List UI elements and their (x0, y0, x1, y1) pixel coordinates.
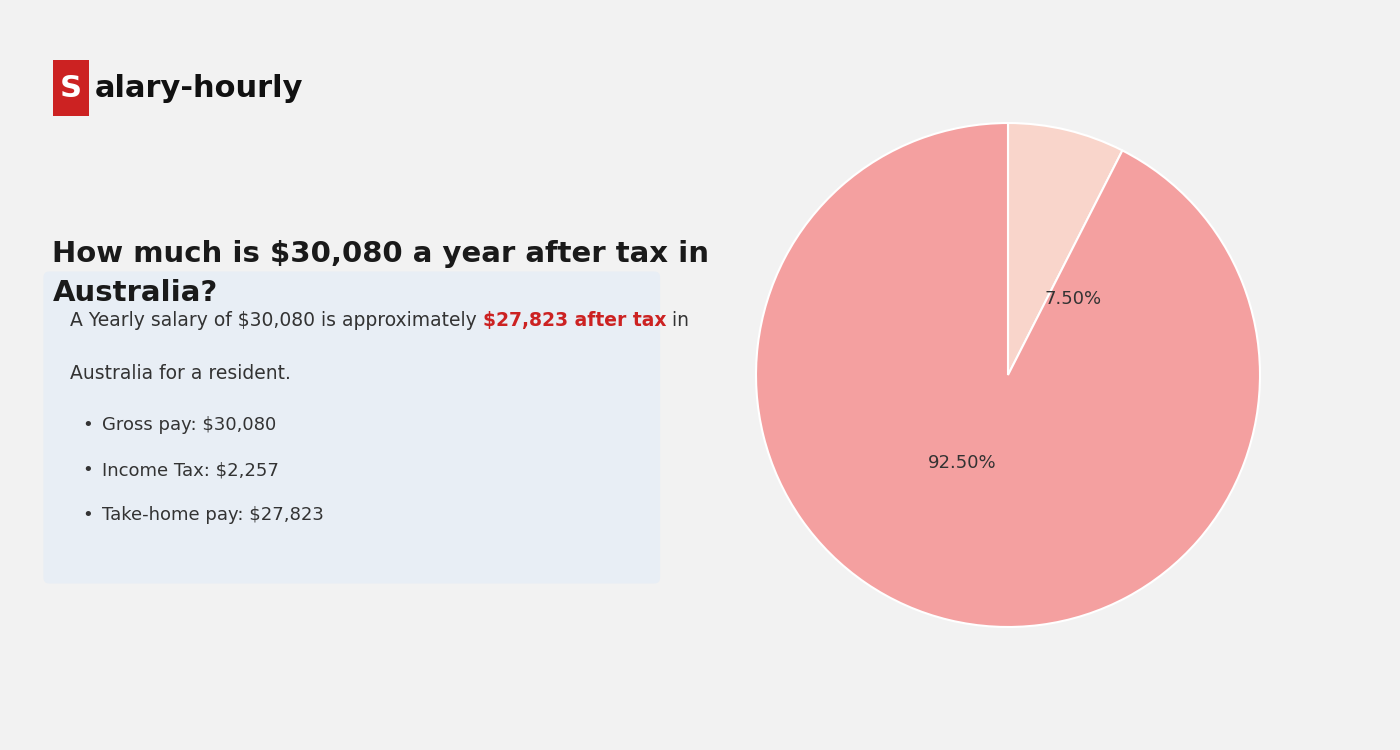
Text: S: S (60, 74, 81, 103)
Text: alary-hourly: alary-hourly (95, 74, 302, 103)
Text: Gross pay: $30,080: Gross pay: $30,080 (101, 416, 276, 434)
FancyBboxPatch shape (43, 272, 661, 584)
Text: A Yearly salary of $30,080 is approximately: A Yearly salary of $30,080 is approximat… (70, 311, 483, 330)
Text: 92.50%: 92.50% (928, 454, 997, 472)
Text: 7.50%: 7.50% (1044, 290, 1102, 308)
Text: •: • (83, 416, 92, 434)
Text: $27,823 after tax: $27,823 after tax (483, 311, 666, 330)
Wedge shape (756, 123, 1260, 627)
Text: •: • (83, 506, 92, 524)
Text: in: in (666, 311, 689, 330)
Text: Take-home pay: $27,823: Take-home pay: $27,823 (101, 506, 323, 524)
Text: Income Tax: $2,257: Income Tax: $2,257 (101, 461, 279, 479)
Text: How much is $30,080 a year after tax in
Australia?: How much is $30,080 a year after tax in … (53, 240, 710, 307)
Wedge shape (1008, 123, 1123, 375)
FancyBboxPatch shape (53, 60, 90, 116)
Text: •: • (83, 461, 92, 479)
Text: Australia for a resident.: Australia for a resident. (70, 364, 291, 382)
